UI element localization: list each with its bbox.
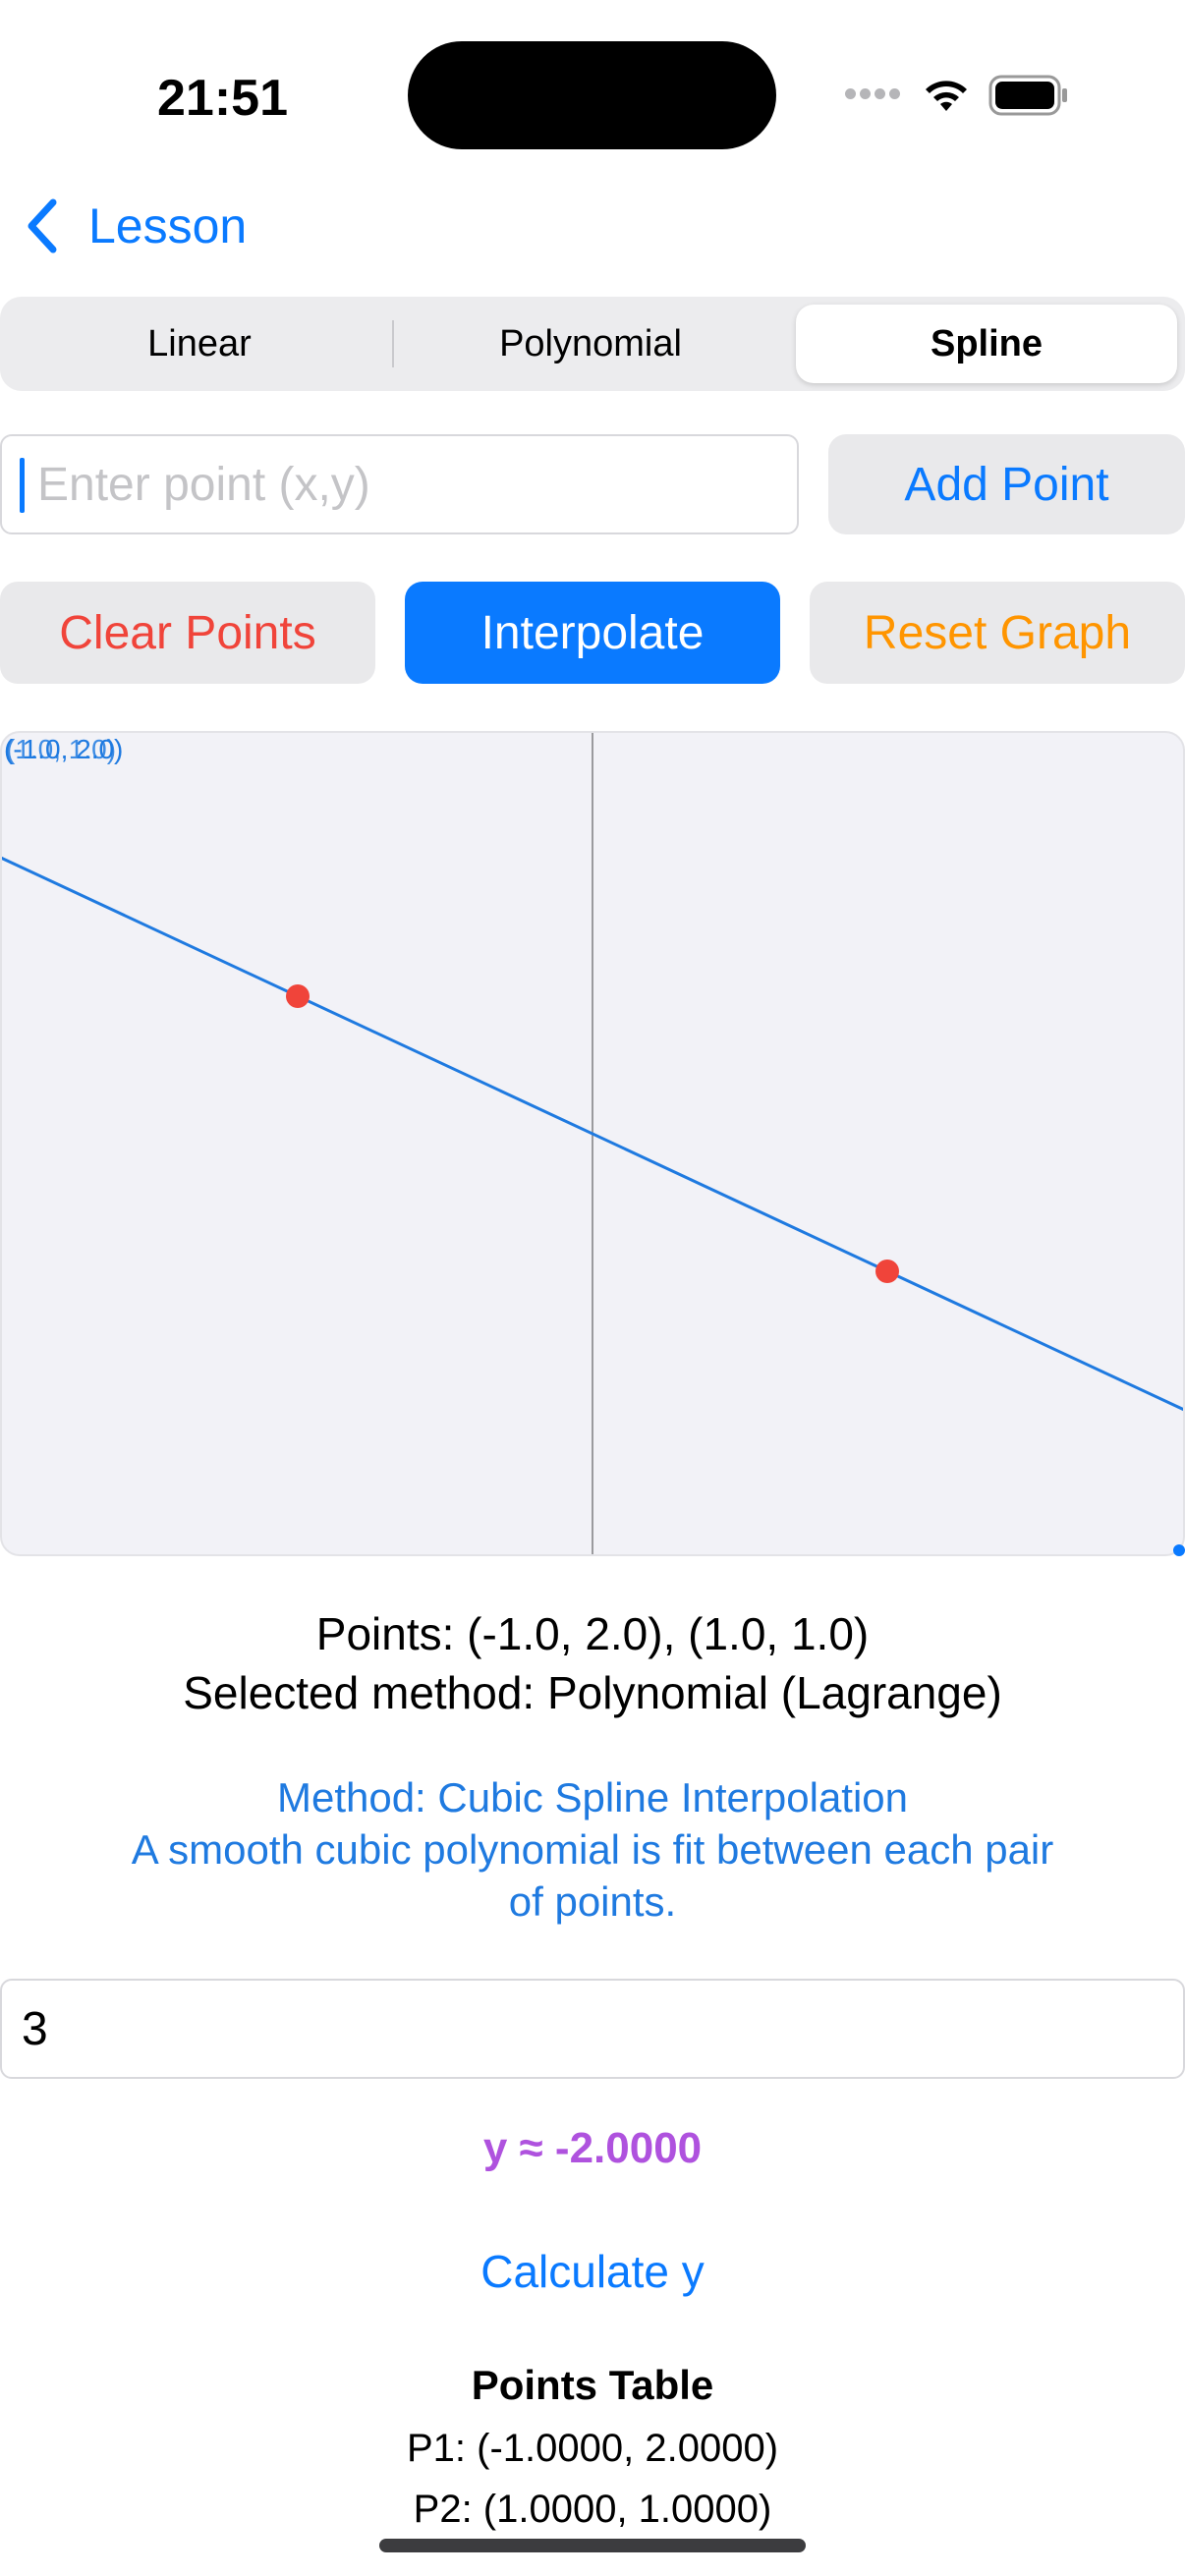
calculate-y-button[interactable]: Calculate y [445,2240,740,2303]
interpolate-label: Interpolate [480,606,705,659]
interpolation-curve [2,856,1183,1412]
add-point-button[interactable]: Add Point [828,434,1185,534]
reset-graph-button[interactable]: Reset Graph [810,582,1185,684]
interpolation-graph[interactable]: (-1.0, 2.0) (1.0, 1.0) [0,731,1185,1556]
status-time: 21:51 [157,70,288,127]
clear-points-button[interactable]: Clear Points [0,582,375,684]
reset-graph-label: Reset Graph [863,606,1132,659]
battery-icon [988,75,1067,116]
segment-spline[interactable]: Spline [796,305,1177,383]
method-description-line1: A smooth cubic polynomial is fit between… [131,1826,1054,1873]
method-title: Method: Cubic Spline Interpolation [276,1774,909,1820]
points-summary: Points: (-1.0, 2.0), (1.0, 1.0) [315,1608,870,1659]
home-indicator [379,2539,806,2552]
segment-linear[interactable]: Linear [8,305,391,383]
x-value-text: 3 [22,2002,48,2055]
signal-icon [845,86,904,104]
segment-divider [392,320,394,367]
x-value-input[interactable]: 3 [0,1979,1185,2079]
calculate-y-label: Calculate y [480,2246,705,2297]
back-button[interactable]: Lesson [22,196,247,255]
point-input-placeholder: Enter point (x,y) [37,458,370,511]
points-table-row: P1: (-1.0000, 2.0000) [406,2427,779,2470]
wifi-icon [926,81,967,111]
method-segmented-control: Linear Polynomial Spline [0,297,1185,391]
text-caret [20,458,25,513]
interpolate-button[interactable]: Interpolate [405,582,780,684]
segment-label: Linear [147,322,252,364]
segment-label: Polynomial [499,322,682,364]
back-label: Lesson [88,198,248,253]
result-text: y ≈ -2.0000 [482,2124,703,2172]
points-table-title: Points Table [471,2362,714,2408]
points-table-row: P2: (1.0000, 1.0000) [413,2488,772,2531]
status-icons [845,71,1069,120]
graph-resize-handle[interactable] [1173,1544,1185,1556]
selected-method-text: Selected method: Polynomial (Lagrange) [183,1667,1002,1718]
data-point-2[interactable] [875,1260,899,1283]
data-point-1[interactable] [286,984,310,1008]
graph-overlay-label-1: (-1.0, 2.0) [4,734,123,764]
graph-overlay-label-2: (1.0, 1.0) [6,734,116,764]
method-description-line2: of points. [508,1878,677,1925]
clear-points-label: Clear Points [59,606,316,659]
segment-polynomial[interactable]: Polynomial [399,305,782,383]
add-point-label: Add Point [904,458,1109,511]
segment-label: Spline [930,322,1044,364]
graph-canvas: (-1.0, 2.0) (1.0, 1.0) [2,733,1183,1554]
dynamic-island [408,41,776,149]
chevron-left-icon [28,198,57,253]
point-input[interactable]: Enter point (x,y) [0,434,799,534]
